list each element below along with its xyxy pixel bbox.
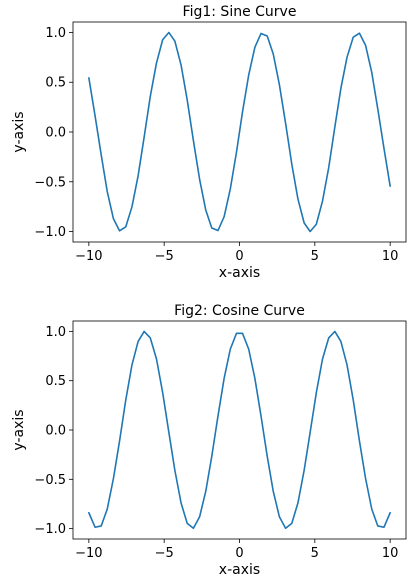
- chart-2-x-tick-label: 0: [235, 546, 243, 561]
- chart-1-y-tick-label: −1.0: [34, 225, 66, 240]
- chart-2-y-tick-label: 1.0: [45, 325, 66, 340]
- chart-1-x-axis-label: x-axis: [219, 265, 260, 281]
- chart-1-x-tick-label: 10: [382, 249, 399, 264]
- chart-2-y-tick-label: −0.5: [34, 473, 66, 488]
- chart-1-y-tick-label: 0.5: [45, 76, 66, 91]
- chart-2: Fig2: Cosine Curve −10 −5 0 5 10 1.0 0.5 0.0 −0.5…: [11, 303, 407, 578]
- chart-2-y-tick-label: 0.5: [45, 374, 66, 389]
- chart-1-x-tick-label: −10: [75, 249, 102, 264]
- chart-1-y-tick-label: 1.0: [45, 26, 66, 41]
- chart-1-y-tick-label: 0.0: [45, 126, 66, 141]
- chart-1-x-tick-label: 0: [235, 249, 243, 264]
- chart-2-x-tick-label: −5: [155, 546, 174, 561]
- chart-1-series-line: [88, 31, 391, 233]
- chart-1-y-axis-label: y-axis: [11, 111, 27, 152]
- chart-2-y-axis-label: y-axis: [11, 409, 27, 450]
- chart-2-title: Fig2: Cosine Curve: [174, 303, 305, 319]
- chart-2-x-tick-label: 5: [311, 546, 319, 561]
- chart-1: Fig1: Sine Curve −10 −5 0 5 10 1.0 0.5 0.0 −0.5 −1…: [11, 4, 407, 281]
- chart-1-title: Fig1: Sine Curve: [183, 4, 297, 20]
- chart-2-plot-frame: [72, 320, 407, 540]
- chart-2-x-tick-label: 10: [382, 546, 399, 561]
- chart-2-series-line: [88, 330, 391, 530]
- chart-2-x-tick-label: −10: [75, 546, 102, 561]
- chart-2-x-axis-label: x-axis: [219, 562, 260, 578]
- chart-2-y-tick-label: 0.0: [45, 424, 66, 439]
- chart-1-x-tick-label: −5: [155, 249, 174, 264]
- chart-1-x-tick-label: 5: [311, 249, 319, 264]
- chart-1-y-tick-label: −0.5: [34, 175, 66, 190]
- chart-2-y-tick-label: −1.0: [34, 522, 66, 537]
